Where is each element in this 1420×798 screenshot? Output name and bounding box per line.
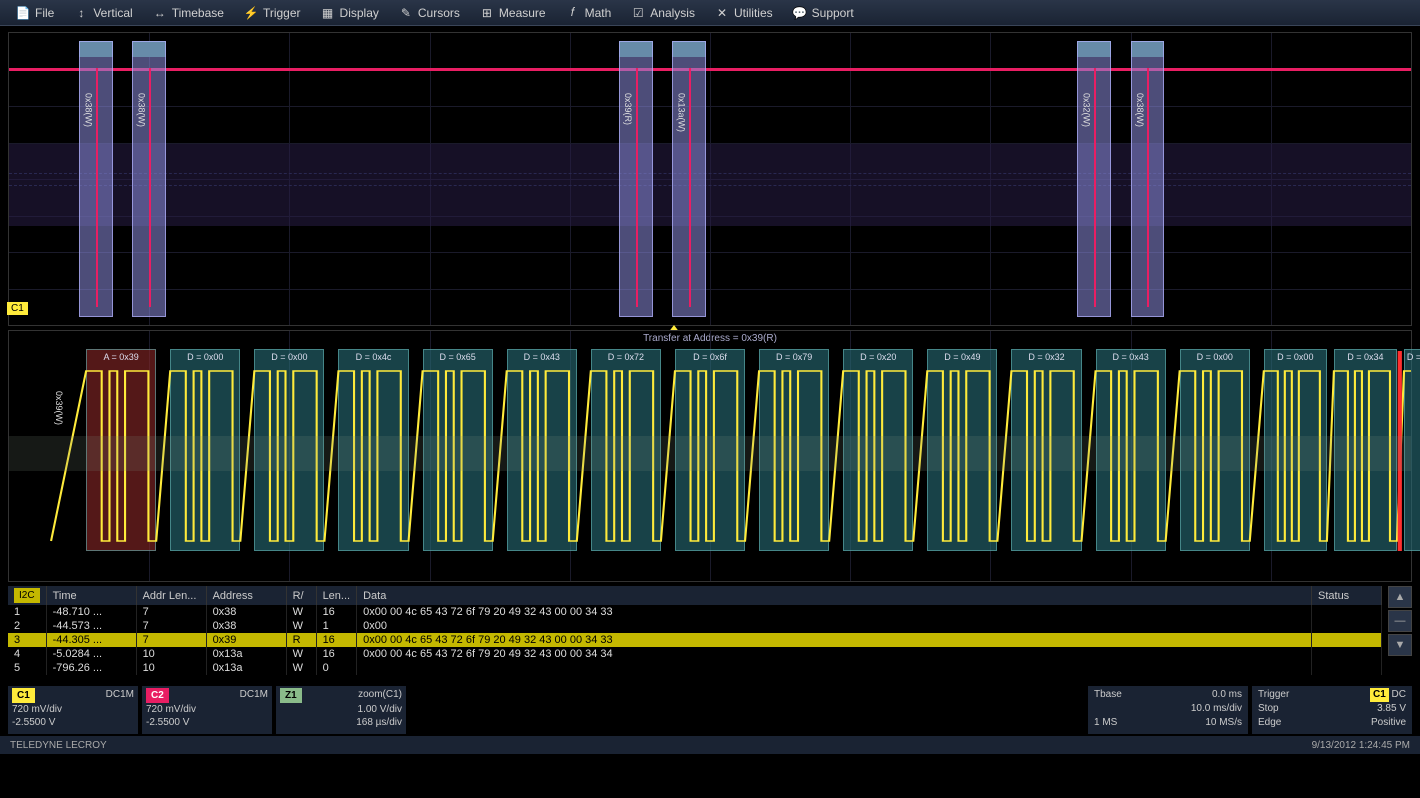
z1-badge: Z1: [280, 688, 302, 703]
col-address[interactable]: Address: [206, 586, 286, 605]
trig-level: 3.85 V: [1377, 702, 1406, 716]
measure-icon: ⊞: [480, 6, 494, 20]
c1-scale: 720 mV/div: [12, 704, 62, 715]
protocol-badge: I2C: [14, 588, 40, 603]
z1-src: zoom(C1): [358, 688, 402, 701]
tdiv: 10.0 ms/div: [1191, 702, 1242, 716]
c1-offset: -2.5500 V: [12, 717, 55, 728]
table-row[interactable]: 1-48.710 ...70x38W160x00 00 4c 65 43 72 …: [8, 605, 1382, 619]
menu-utilities[interactable]: ✕ Utilities: [707, 3, 781, 23]
math-icon: 𝑓: [566, 6, 580, 20]
c1-badge: C1: [12, 688, 35, 703]
channel-c2-info[interactable]: C2 DC1M 720 mV/div -2.5500 V: [142, 686, 272, 734]
timebase-icon: ↔: [153, 6, 167, 20]
menu-cursors[interactable]: ✎ Cursors: [391, 3, 468, 23]
c2-scale: 720 mV/div: [146, 704, 196, 715]
menu-cursors-label: Cursors: [418, 6, 460, 20]
menu-analysis-label: Analysis: [650, 6, 695, 20]
c2-badge: C2: [146, 688, 169, 703]
col-time[interactable]: Time: [46, 586, 136, 605]
packet-label: 0x38(W): [83, 93, 93, 127]
menu-analysis[interactable]: ☑ Analysis: [623, 3, 703, 23]
packet-label: 0x32(W): [1082, 93, 1092, 127]
col-rw[interactable]: R/: [286, 586, 316, 605]
packet-label: 0x13a(W): [676, 93, 686, 132]
channel-c1-info[interactable]: C1 DC1M 720 mV/div -2.5500 V: [8, 686, 138, 734]
menu-trigger-label: Trigger: [263, 6, 301, 20]
packet-label: 0x38(W): [1135, 93, 1145, 127]
scroll-down-button[interactable]: ▼: [1388, 634, 1412, 656]
slope: Positive: [1371, 716, 1406, 730]
c2-coupling: DC1M: [240, 688, 268, 701]
menu-trigger[interactable]: ⚡ Trigger: [236, 3, 309, 23]
trig-ch: C1: [1370, 688, 1389, 702]
table-row[interactable]: 4-5.0284 ...100x13aW160x00 00 4c 65 43 7…: [8, 647, 1382, 661]
menu-timebase-label: Timebase: [172, 6, 224, 20]
status-bar: C1 DC1M 720 mV/div -2.5500 V C2 DC1M 720…: [0, 684, 1420, 736]
trig-label: Trigger: [1258, 688, 1289, 702]
col-status[interactable]: Status: [1312, 586, 1382, 605]
cursors-icon: ✎: [399, 6, 413, 20]
timebase-info[interactable]: Tbase 0.0 ms 10.0 ms/div 1 MS 10 MS/s: [1088, 686, 1248, 734]
col-len[interactable]: Len...: [316, 586, 357, 605]
menu-display-label: Display: [340, 6, 379, 20]
menu-file[interactable]: 📄 File: [8, 3, 62, 23]
analysis-icon: ☑: [631, 6, 645, 20]
support-icon: 💬: [793, 6, 807, 20]
menu-display[interactable]: ▦ Display: [313, 3, 387, 23]
zoom-z1-info[interactable]: Z1 zoom(C1) 1.00 V/div 168 µs/div: [276, 686, 406, 734]
brand-label: TELEDYNE LECROY: [10, 740, 107, 751]
scroll-up-button[interactable]: ▲: [1388, 586, 1412, 608]
trig-coupling: DC: [1392, 689, 1406, 700]
spacer: [410, 686, 1084, 734]
col-addrlen[interactable]: Addr Len...: [136, 586, 206, 605]
menu-support[interactable]: 💬 Support: [785, 3, 862, 23]
menu-support-label: Support: [812, 6, 854, 20]
samples: 1 MS: [1094, 716, 1117, 730]
trigger-icon: ⚡: [244, 6, 258, 20]
edge-label: Edge: [1258, 716, 1281, 730]
z1-scale: 1.00 V/div: [358, 703, 402, 716]
main-waveform-area[interactable]: C1 0x38(W) 0x38(W) 0x39(R) 0x13a(W) 0x32(W) 0…: [8, 32, 1412, 326]
table-row[interactable]: 5-796.26 ...100x13aW0: [8, 661, 1382, 675]
c2-offset: -2.5500 V: [146, 717, 189, 728]
stop-label: Stop: [1258, 702, 1279, 716]
menubar: 📄 File ↕ Vertical ↔ Timebase ⚡ Trigger ▦…: [0, 0, 1420, 26]
menu-vertical-label: Vertical: [93, 6, 132, 20]
scroll-line[interactable]: —: [1388, 610, 1412, 632]
packet-label: 0x38(W): [137, 93, 147, 127]
datetime-label: 9/13/2012 1:24:45 PM: [1312, 740, 1410, 751]
menu-file-label: File: [35, 6, 54, 20]
c1-coupling: DC1M: [106, 688, 134, 701]
trigger-info[interactable]: Trigger C1 DC Stop 3.85 V Edge Positive: [1252, 686, 1412, 734]
file-icon: 📄: [16, 6, 30, 20]
menu-math[interactable]: 𝑓 Math: [558, 3, 620, 23]
table-scroll: ▲ — ▼: [1388, 586, 1412, 658]
menu-vertical[interactable]: ↕ Vertical: [66, 3, 140, 23]
table-row[interactable]: 2-44.573 ...70x38W10x00: [8, 619, 1382, 633]
menu-math-label: Math: [585, 6, 612, 20]
tbase-val: 0.0 ms: [1212, 688, 1242, 702]
col-data[interactable]: Data: [357, 586, 1312, 605]
menu-measure-label: Measure: [499, 6, 546, 20]
menu-utilities-label: Utilities: [734, 6, 773, 20]
table-row[interactable]: 3-44.305 ...70x39R160x00 00 4c 65 43 72 …: [8, 633, 1382, 647]
rate: 10 MS/s: [1205, 716, 1242, 730]
menu-timebase[interactable]: ↔ Timebase: [145, 3, 232, 23]
zoom-waveform-area[interactable]: Transfer at Address = 0x39(R) 0x39(W)A =…: [8, 330, 1412, 582]
footer: TELEDYNE LECROY 9/13/2012 1:24:45 PM: [0, 736, 1420, 754]
decode-table[interactable]: I2C Time Addr Len... Address R/ Len... D…: [8, 586, 1382, 675]
display-icon: ▦: [321, 6, 335, 20]
decode-table-area: I2C Time Addr Len... Address R/ Len... D…: [8, 586, 1412, 682]
vertical-icon: ↕: [74, 6, 88, 20]
utilities-icon: ✕: [715, 6, 729, 20]
menu-measure[interactable]: ⊞ Measure: [472, 3, 554, 23]
channel-c1-label: C1: [7, 302, 28, 315]
packet-label: 0x39(R): [623, 93, 633, 125]
tbase-label: Tbase: [1094, 688, 1122, 702]
z1-tb: 168 µs/div: [356, 716, 402, 729]
